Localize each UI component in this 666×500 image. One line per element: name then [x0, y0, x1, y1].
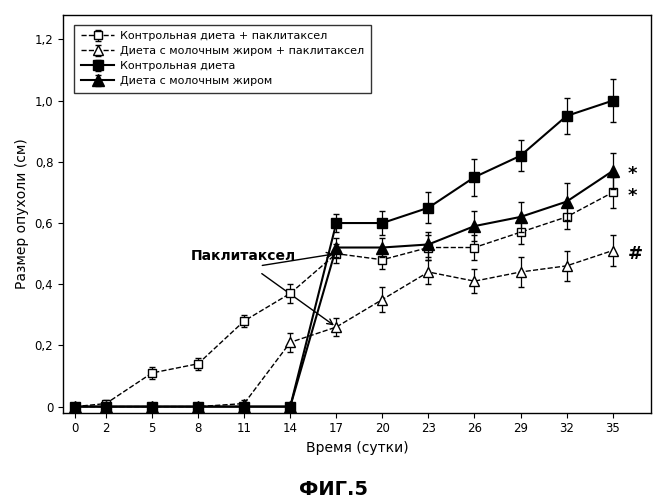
Text: #: #	[628, 244, 643, 262]
Text: *: *	[628, 165, 637, 183]
X-axis label: Время (сутки): Время (сутки)	[306, 441, 408, 455]
Text: *: *	[628, 186, 637, 204]
Text: ФИГ.5: ФИГ.5	[298, 480, 368, 499]
Y-axis label: Размер опухоли (см): Размер опухоли (см)	[15, 138, 29, 289]
Text: Паклитаксел: Паклитаксел	[190, 249, 296, 263]
Legend: Контрольная диета + паклитаксел, Диета с молочным жиром + паклитаксел, Контрольн: Контрольная диета + паклитаксел, Диета с…	[75, 24, 371, 93]
